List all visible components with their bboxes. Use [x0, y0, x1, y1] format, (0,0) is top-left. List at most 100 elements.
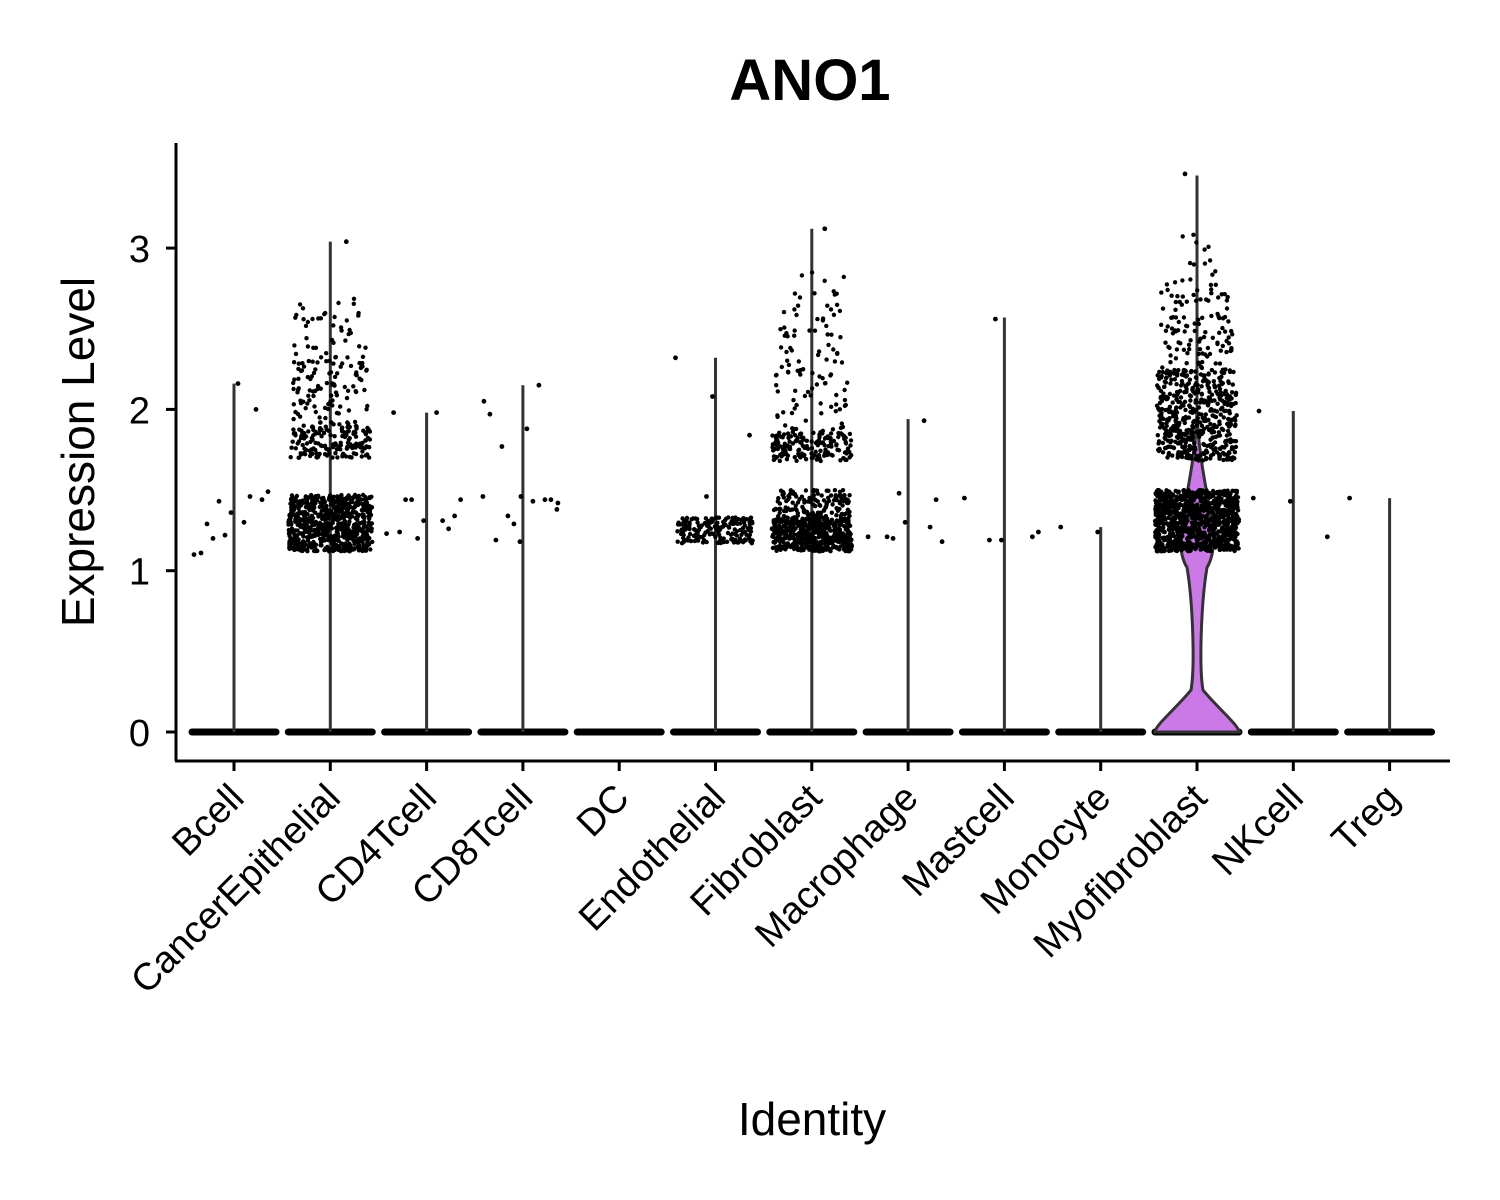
- data-point: [333, 451, 338, 456]
- data-point: [687, 531, 693, 537]
- data-point: [1207, 351, 1213, 357]
- data-point: [1191, 510, 1196, 515]
- data-point: [1209, 367, 1215, 373]
- data-point: [1228, 401, 1234, 407]
- data-point: [331, 323, 336, 328]
- data-point: [818, 534, 823, 539]
- data-point: [838, 521, 844, 526]
- data-point: [299, 500, 305, 505]
- data-point: [829, 332, 834, 337]
- data-point: [331, 494, 336, 499]
- data-point: [999, 537, 1004, 543]
- data-point: [1212, 534, 1217, 540]
- data-point: [1211, 510, 1216, 516]
- data-point: [511, 521, 517, 527]
- data-point: [1225, 428, 1231, 434]
- violin-cd4tcell: [381, 410, 473, 736]
- data-point: [1160, 440, 1166, 446]
- x-tick-label: DC: [569, 777, 638, 846]
- data-point: [548, 497, 554, 503]
- data-point: [1224, 512, 1229, 518]
- data-point: [818, 543, 823, 548]
- data-point: [306, 393, 311, 398]
- data-point: [296, 537, 301, 542]
- data-point: [1188, 398, 1193, 403]
- data-point: [1200, 534, 1206, 540]
- data-point: [822, 381, 828, 386]
- data-point: [1194, 423, 1200, 428]
- data-point: [342, 535, 347, 540]
- data-point: [1225, 539, 1230, 544]
- data-point: [747, 522, 753, 527]
- y-axis-label: Expression Level: [52, 277, 104, 627]
- data-point: [791, 426, 796, 432]
- data-point: [1224, 457, 1229, 462]
- data-point: [798, 529, 803, 535]
- data-point: [313, 388, 318, 394]
- data-point: [1156, 407, 1162, 412]
- data-point: [1168, 440, 1173, 445]
- data-point: [1236, 517, 1241, 522]
- data-point: [1186, 509, 1192, 514]
- data-point: [784, 457, 790, 462]
- data-point: [1209, 313, 1214, 319]
- data-point: [777, 506, 782, 512]
- data-point: [487, 411, 493, 417]
- data-point: [366, 520, 372, 525]
- data-point: [1165, 324, 1170, 329]
- data-point: [818, 539, 823, 545]
- data-point: [1227, 368, 1233, 373]
- data-point: [798, 536, 803, 541]
- data-point: [357, 361, 363, 366]
- data-point: [1188, 437, 1193, 442]
- data-point: [798, 455, 803, 460]
- data-point: [774, 372, 779, 378]
- data-point: [1185, 535, 1191, 540]
- violin-cd8tcell: [477, 382, 569, 736]
- data-point: [297, 427, 302, 432]
- data-point: [1169, 504, 1174, 509]
- data-point: [311, 505, 316, 510]
- data-point: [340, 425, 345, 430]
- data-point: [1155, 509, 1161, 514]
- data-point: [1178, 383, 1184, 388]
- data-point: [345, 496, 351, 501]
- data-point: [335, 525, 341, 531]
- data-point: [318, 316, 324, 321]
- data-point: [361, 428, 366, 433]
- data-point: [299, 368, 305, 373]
- data-point: [842, 516, 847, 521]
- data-point: [1173, 307, 1178, 312]
- data-point: [1223, 533, 1229, 538]
- data-point: [353, 510, 358, 515]
- data-point: [331, 422, 336, 427]
- data-point: [791, 531, 796, 537]
- data-point: [294, 533, 299, 538]
- data-point: [834, 302, 840, 307]
- data-point: [1181, 315, 1187, 320]
- data-point: [297, 547, 302, 552]
- data-point: [803, 521, 808, 526]
- data-point: [717, 527, 723, 532]
- data-point: [320, 498, 326, 504]
- data-point: [812, 503, 817, 508]
- data-point: [1186, 539, 1191, 545]
- data-point: [1227, 504, 1233, 509]
- violin-monocyte: [1055, 524, 1147, 736]
- data-point: [365, 539, 370, 544]
- data-point: [1170, 400, 1175, 405]
- data-point: [696, 523, 702, 529]
- data-point: [807, 547, 812, 552]
- data-point: [1206, 395, 1212, 400]
- data-point: [265, 489, 271, 495]
- data-point: [840, 531, 846, 536]
- data-point: [675, 529, 680, 534]
- data-point: [338, 506, 343, 511]
- data-point: [1159, 491, 1165, 496]
- data-point: [1159, 322, 1164, 327]
- data-point: [1209, 407, 1214, 412]
- data-point: [1166, 515, 1171, 520]
- data-point: [287, 542, 293, 548]
- data-point: [1226, 335, 1231, 340]
- data-point: [1213, 384, 1218, 390]
